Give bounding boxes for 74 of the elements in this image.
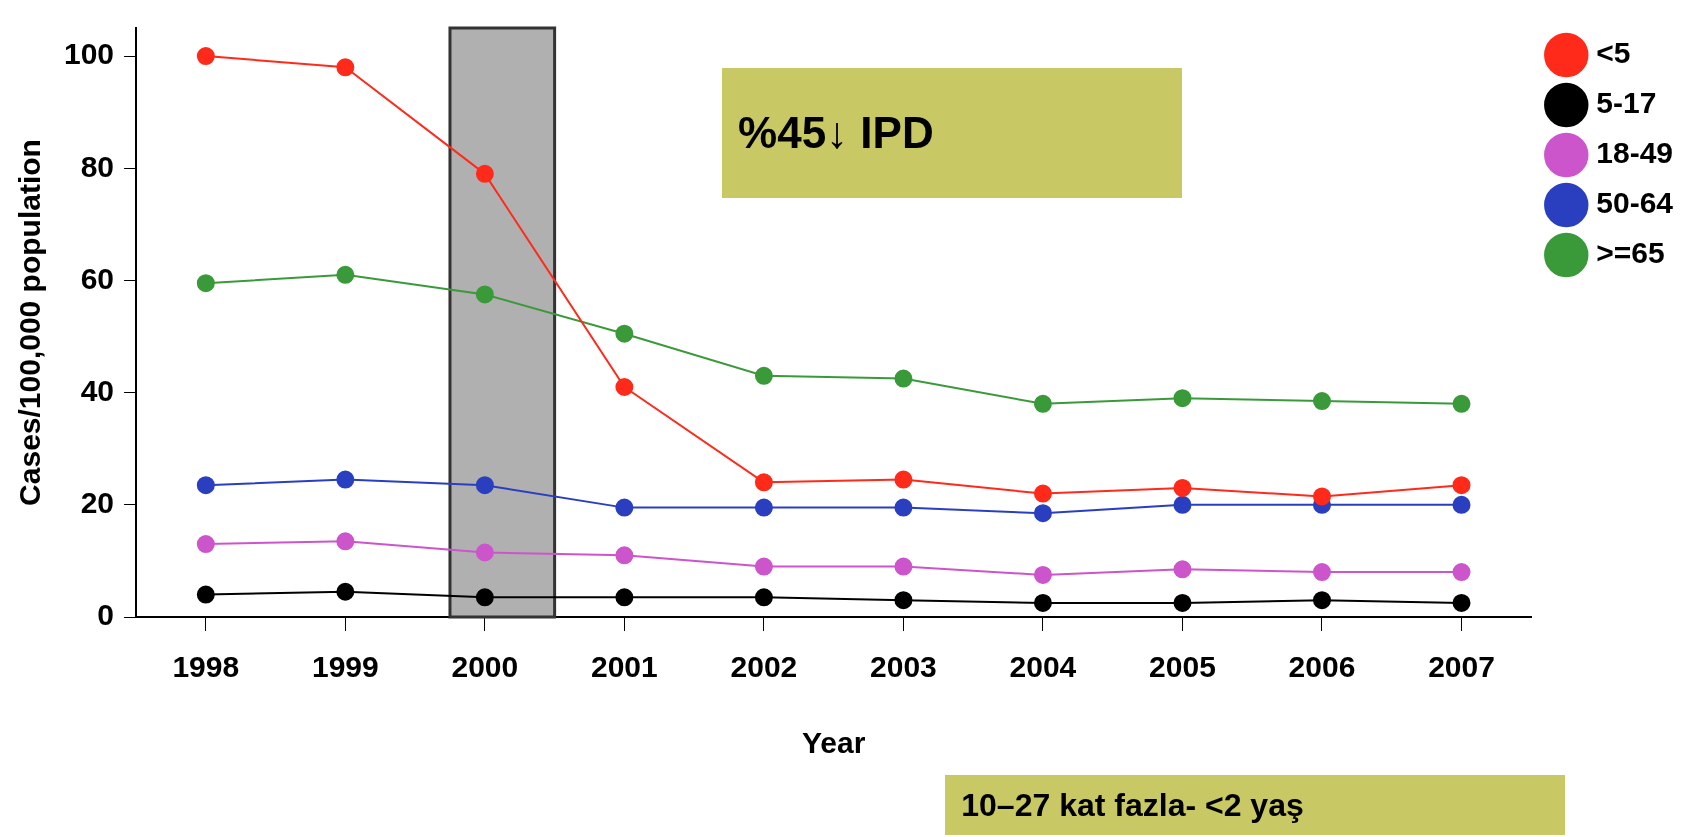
point	[336, 58, 355, 77]
point	[1452, 563, 1471, 582]
point	[475, 164, 494, 183]
point	[475, 476, 494, 495]
point	[336, 265, 355, 284]
x-tick-label: 1998	[172, 650, 240, 684]
x-tick-label: 2003	[870, 650, 937, 684]
point	[1452, 593, 1471, 612]
point	[894, 591, 913, 610]
point	[1033, 394, 1052, 413]
point	[615, 588, 634, 607]
point	[336, 470, 355, 489]
point	[754, 366, 773, 385]
point	[754, 473, 773, 492]
x-tick-label: 1999	[311, 650, 379, 684]
point	[754, 588, 773, 607]
y-axis-title: Cases/100,000 population	[13, 139, 47, 506]
label-box: %45↓ IPD	[722, 68, 1183, 198]
y-tick-label: 20	[80, 486, 115, 520]
legend-label: 50-64	[1596, 186, 1674, 220]
point	[1173, 478, 1192, 497]
point	[1312, 487, 1331, 506]
point	[1452, 476, 1471, 495]
legend-label: 5-17	[1596, 86, 1657, 120]
point	[1033, 504, 1052, 523]
point	[1033, 484, 1052, 503]
point	[1312, 591, 1331, 610]
point	[1452, 495, 1471, 514]
point	[894, 557, 913, 576]
point	[1033, 593, 1052, 612]
y-tick-label: 100	[63, 37, 115, 71]
point	[336, 582, 355, 601]
point	[615, 378, 634, 397]
x-tick-label: 2006	[1288, 650, 1356, 684]
x-tick-label: 2007	[1428, 650, 1495, 684]
point	[196, 274, 215, 293]
x-tick-label: 2005	[1149, 650, 1216, 684]
point	[754, 557, 773, 576]
point	[615, 324, 634, 343]
point	[754, 498, 773, 517]
point	[475, 588, 494, 607]
y-tick-label: 0	[97, 598, 115, 632]
point	[475, 285, 494, 304]
x-tick-label: 2002	[730, 650, 798, 684]
x-axis-title: Year	[801, 726, 866, 760]
label-box: 10–27 kat fazla- <2 yaş	[945, 775, 1566, 835]
y-tick-label: 80	[80, 149, 115, 183]
point	[1173, 593, 1192, 612]
point	[196, 476, 215, 495]
y-tick-label: 40	[80, 373, 115, 407]
point	[1033, 565, 1052, 584]
legend-label: <5	[1596, 36, 1631, 70]
point	[1452, 394, 1471, 413]
point	[196, 47, 215, 66]
x-tick-label: 2004	[1009, 650, 1077, 684]
point	[894, 470, 913, 489]
point	[475, 543, 494, 562]
point	[1173, 389, 1192, 408]
x-tick-label: 2000	[451, 650, 519, 684]
point	[196, 535, 215, 554]
x-tick-label: 2001	[591, 650, 658, 684]
point	[615, 546, 634, 565]
point	[894, 498, 913, 517]
point	[1312, 563, 1331, 582]
point	[1312, 392, 1331, 411]
legend-label: >=65	[1596, 236, 1665, 270]
legend-label: 18-49	[1596, 136, 1674, 170]
point	[894, 369, 913, 388]
point	[196, 585, 215, 604]
point	[336, 532, 355, 551]
point	[615, 498, 634, 517]
y-tick-label: 60	[80, 261, 115, 295]
point	[1173, 560, 1192, 579]
point	[1173, 495, 1192, 514]
